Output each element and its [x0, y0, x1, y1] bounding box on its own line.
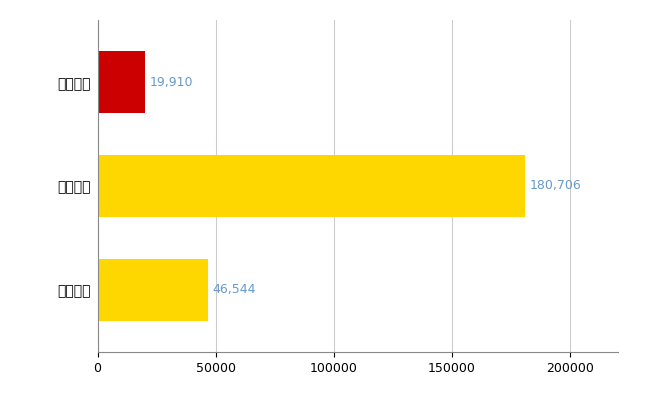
Bar [98, 51, 144, 113]
Text: 180,706: 180,706 [529, 180, 581, 192]
Text: 19,910: 19,910 [150, 76, 193, 89]
Bar [98, 155, 525, 217]
Text: 46,544: 46,544 [213, 283, 255, 296]
Bar [98, 259, 207, 321]
